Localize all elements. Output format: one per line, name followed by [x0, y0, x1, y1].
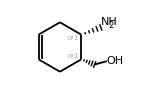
- Text: 2: 2: [108, 20, 113, 30]
- Text: NH: NH: [101, 17, 118, 27]
- Text: or1: or1: [68, 53, 80, 59]
- Text: OH: OH: [107, 56, 124, 66]
- Text: or1: or1: [68, 35, 80, 41]
